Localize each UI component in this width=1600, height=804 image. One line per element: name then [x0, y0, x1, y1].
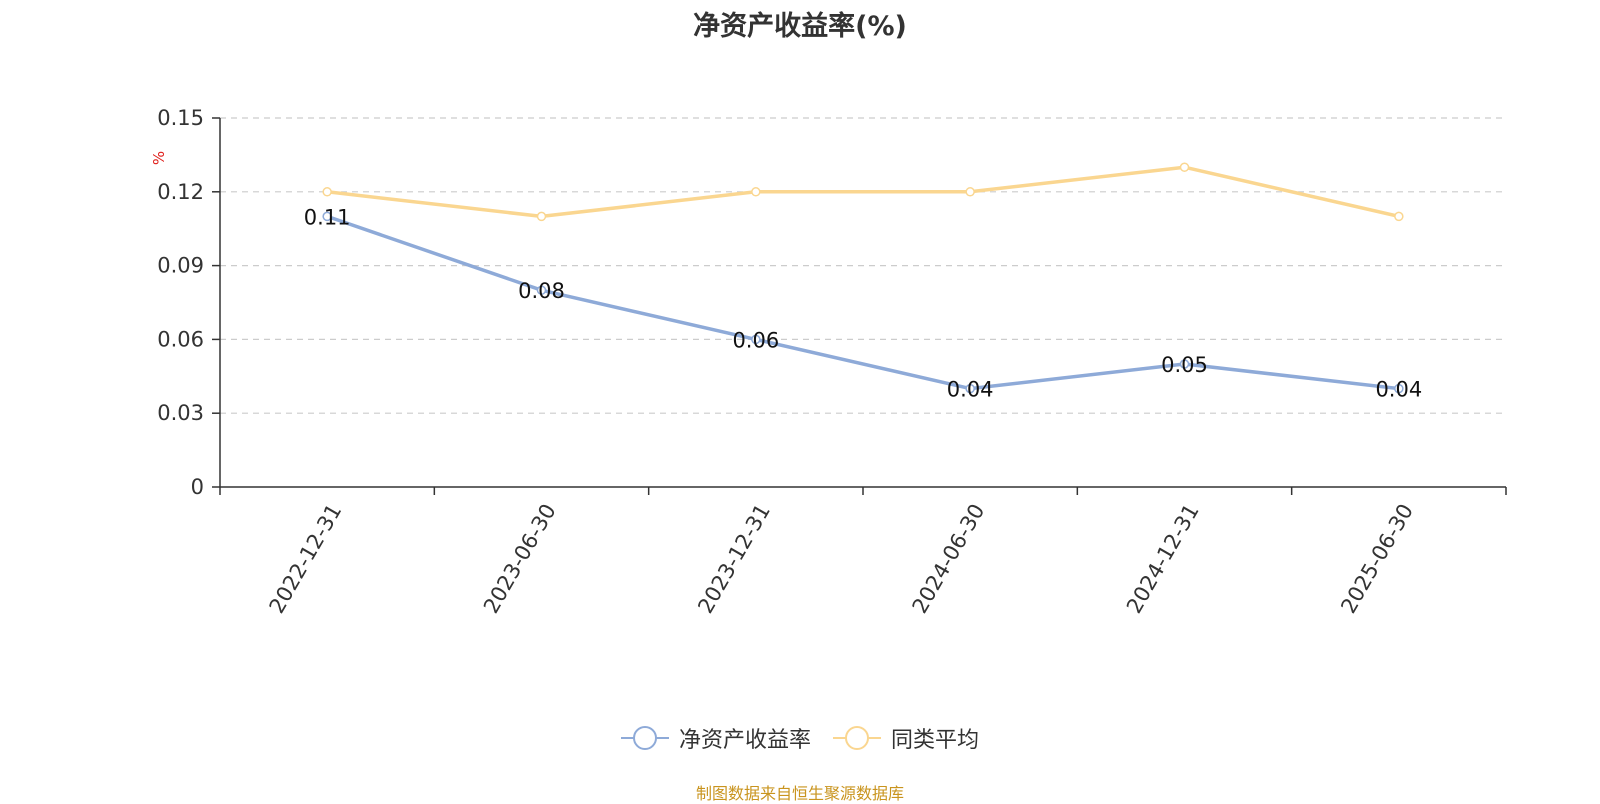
legend-label-roe: 净资产收益率 [678, 728, 811, 753]
y-tick-label: 0.15 [157, 106, 204, 130]
x-tick-label: 2023-12-31 [693, 500, 775, 618]
legend-item-average[interactable]: 同类平均 [833, 722, 979, 754]
x-tick-label: 2024-06-30 [908, 500, 990, 618]
data-label-roe: 0.04 [1375, 378, 1422, 402]
x-tick-label: 2024-12-31 [1122, 500, 1204, 618]
chart-title: 净资产收益率(%) [693, 11, 907, 42]
series-line-roe [326, 214, 1400, 391]
data-point-roe [965, 383, 975, 394]
legend-marker-average [833, 726, 881, 750]
legend-item-roe[interactable]: 净资产收益率 [620, 722, 811, 754]
y-tick-label: 0 [191, 475, 204, 499]
y-axis-unit-label: % [150, 151, 168, 165]
data-label-roe: 0.04 [947, 378, 994, 402]
data-point-average [751, 187, 761, 197]
line-chart: 0 0.03 0.06 0.09 0.12 0.15% 2022-12-31 2023-06-… [150, 106, 1507, 618]
data-point-average [1394, 211, 1404, 222]
data-point-roe [322, 211, 332, 222]
data-label-roe: 0.06 [732, 328, 779, 352]
source-note: 制图数据来自恒生聚源数据库 [695, 784, 904, 803]
y-tick-label: 0.09 [157, 254, 204, 278]
x-tick-label: 2025-06-30 [1336, 500, 1418, 618]
data-label-roe: 0.08 [518, 279, 565, 303]
legend: 净资产收益率 同类平均 [0, 722, 1600, 754]
data-point-average [965, 187, 975, 197]
data-label-roe: 0.05 [1161, 353, 1208, 377]
y-tick-label: 0.12 [157, 180, 204, 204]
data-point-average [536, 211, 547, 222]
series-line-average [326, 165, 1400, 219]
data-label-roe: 0.11 [304, 205, 351, 229]
data-point-roe [536, 285, 547, 295]
y-tick-label: 0.03 [157, 401, 204, 425]
data-point-average [322, 187, 332, 197]
x-tick-label: 2023-06-30 [479, 500, 561, 618]
legend-marker-roe [620, 726, 669, 750]
data-point-roe [1394, 383, 1404, 394]
legend-label-average: 同类平均 [891, 728, 980, 753]
x-tick-label: 2022-12-31 [265, 500, 347, 618]
y-tick-label: 0.06 [157, 327, 204, 351]
data-point-roe [1179, 359, 1190, 369]
data-point-average [1179, 162, 1190, 172]
data-point-roe [751, 334, 761, 345]
